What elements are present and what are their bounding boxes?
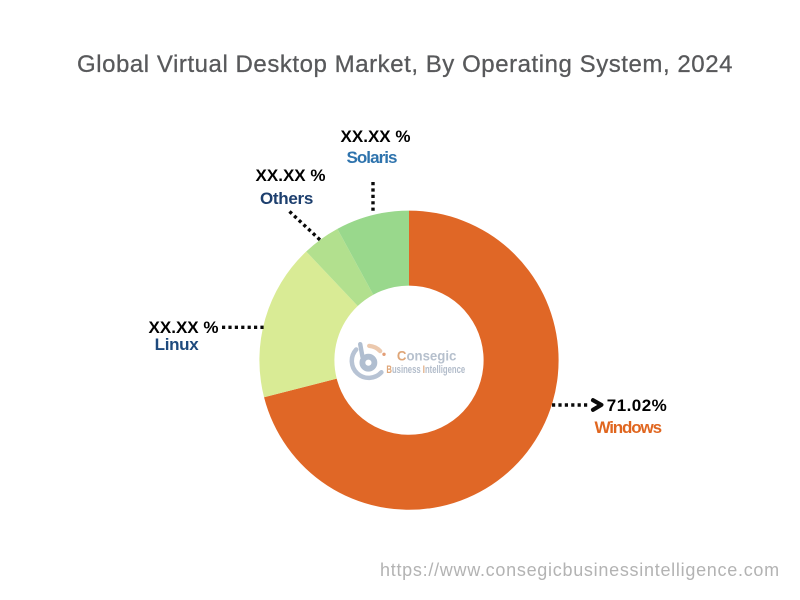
svg-text:Consegic: Consegic bbox=[397, 349, 457, 364]
svg-text:Business Intelligence: Business Intelligence bbox=[386, 364, 465, 376]
